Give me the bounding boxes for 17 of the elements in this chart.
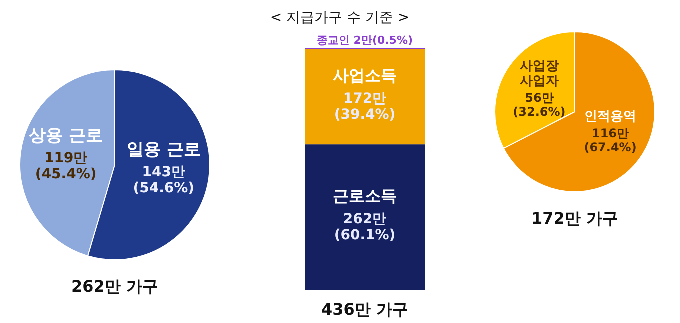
- value-label: 262만 (60.1%): [334, 211, 396, 244]
- label: 상용 근로: [29, 126, 104, 146]
- value-label: 119만 (45.4%): [35, 150, 97, 183]
- value-label: 116만 (67.4%): [584, 126, 637, 154]
- series-name: 근로소득: [333, 186, 397, 206]
- value-label: 172만 (39.4%): [334, 90, 396, 123]
- label: 인적용역: [584, 110, 636, 125]
- title: 262만 가구: [72, 277, 158, 296]
- label: 일용 근로: [126, 140, 201, 160]
- series-name: 사업소득: [333, 66, 397, 85]
- title: 172만 가구: [532, 209, 618, 228]
- label: 사업장 사업자: [520, 59, 559, 90]
- title: < 지급가구 수 기준 >: [270, 10, 410, 26]
- value-label: 56만 (32.6%): [513, 91, 566, 119]
- value-label: 143만 (54.6%): [133, 164, 195, 197]
- annotation: 436만 가구: [322, 300, 408, 319]
- series-name: 종교인 2만(0.5%): [316, 34, 414, 47]
